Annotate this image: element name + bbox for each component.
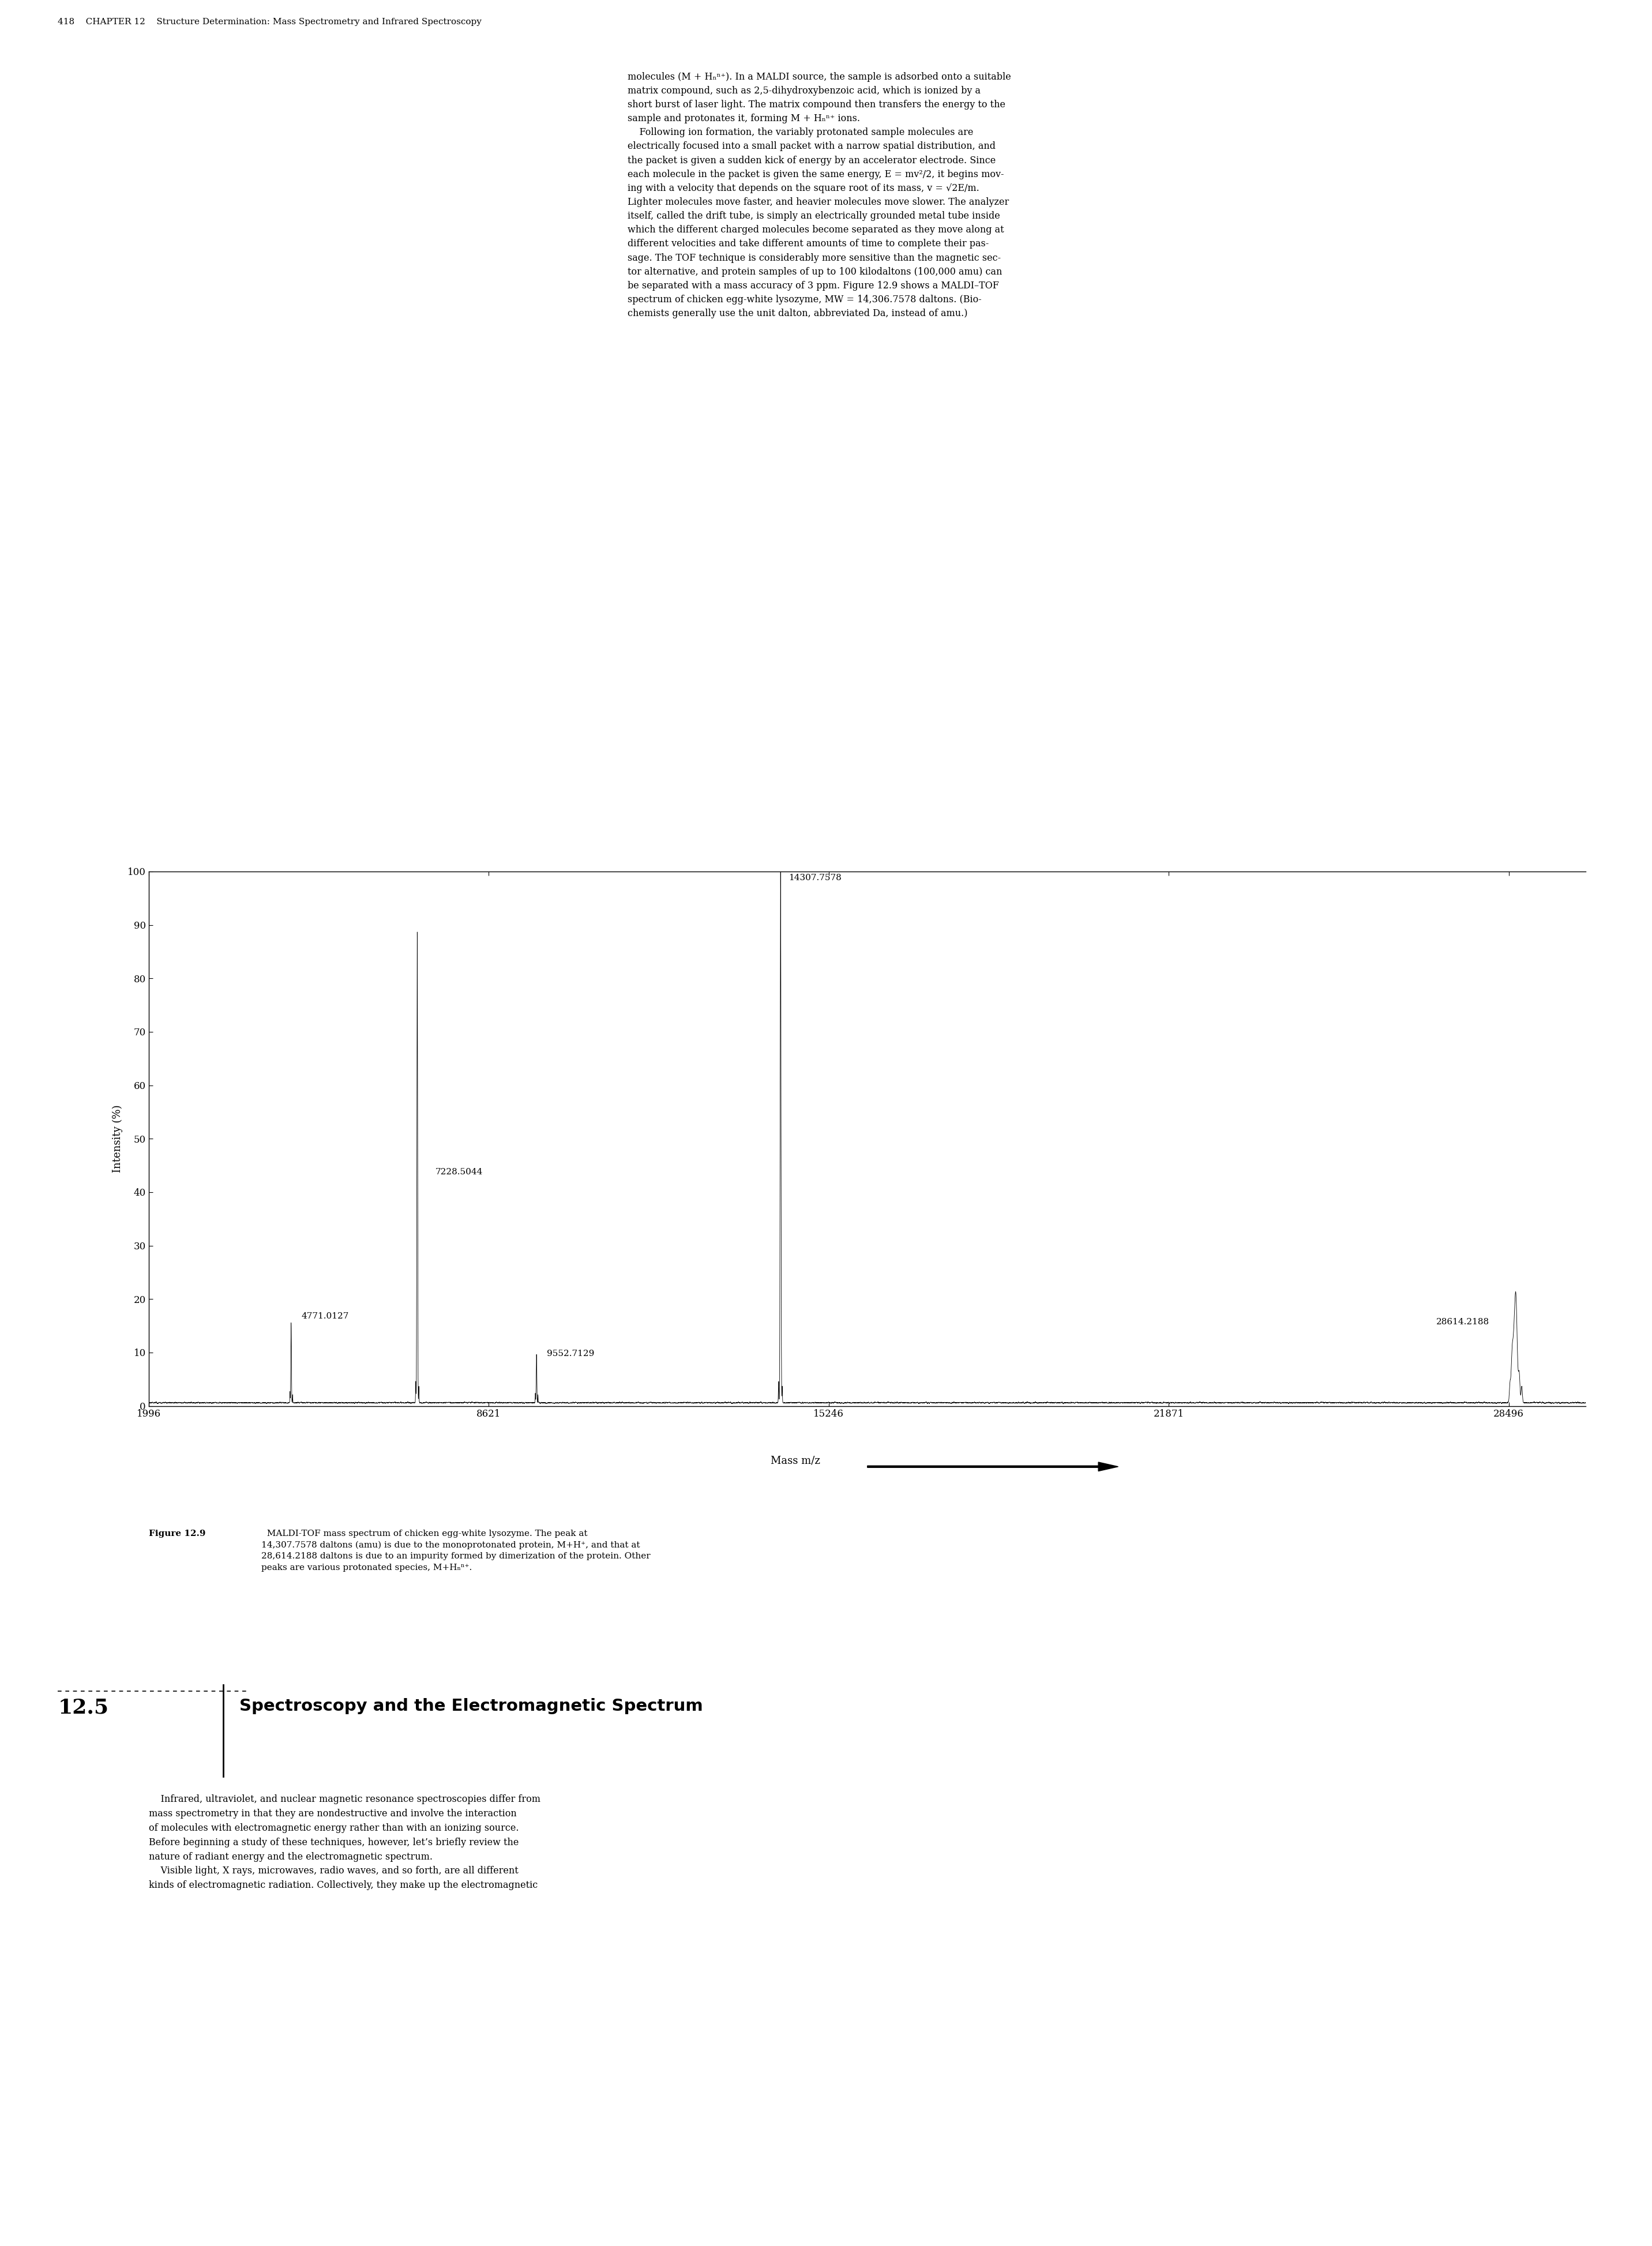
Text: 14307.7578: 14307.7578 xyxy=(788,874,841,883)
Text: 9552.7129: 9552.7129 xyxy=(547,1350,595,1359)
Text: Mass m/z: Mass m/z xyxy=(771,1455,821,1467)
Text: 12.5: 12.5 xyxy=(58,1698,109,1718)
Text: 4771.0127: 4771.0127 xyxy=(301,1312,349,1321)
Text: 7228.5044: 7228.5044 xyxy=(434,1168,482,1177)
Text: Spectroscopy and the Electromagnetic Spectrum: Spectroscopy and the Electromagnetic Spe… xyxy=(240,1698,704,1714)
Text: MALDI-TOF mass spectrum of chicken egg-white lysozyme. The peak at
14,307.7578 d: MALDI-TOF mass spectrum of chicken egg-w… xyxy=(261,1530,651,1572)
Text: Figure 12.9: Figure 12.9 xyxy=(149,1530,205,1539)
Text: 28614.2188: 28614.2188 xyxy=(1436,1318,1488,1325)
Text: 418    CHAPTER 12    Structure Determination: Mass Spectrometry and Infrared Spe: 418 CHAPTER 12 Structure Determination: … xyxy=(58,18,482,27)
Text: Infrared, ultraviolet, and nuclear magnetic resonance spectroscopies differ from: Infrared, ultraviolet, and nuclear magne… xyxy=(149,1795,540,1891)
Y-axis label: Intensity (%): Intensity (%) xyxy=(112,1105,122,1172)
Text: molecules (M + Hₙⁿ⁺). In a MALDI source, the sample is adsorbed onto a suitable
: molecules (M + Hₙⁿ⁺). In a MALDI source,… xyxy=(628,72,1011,319)
